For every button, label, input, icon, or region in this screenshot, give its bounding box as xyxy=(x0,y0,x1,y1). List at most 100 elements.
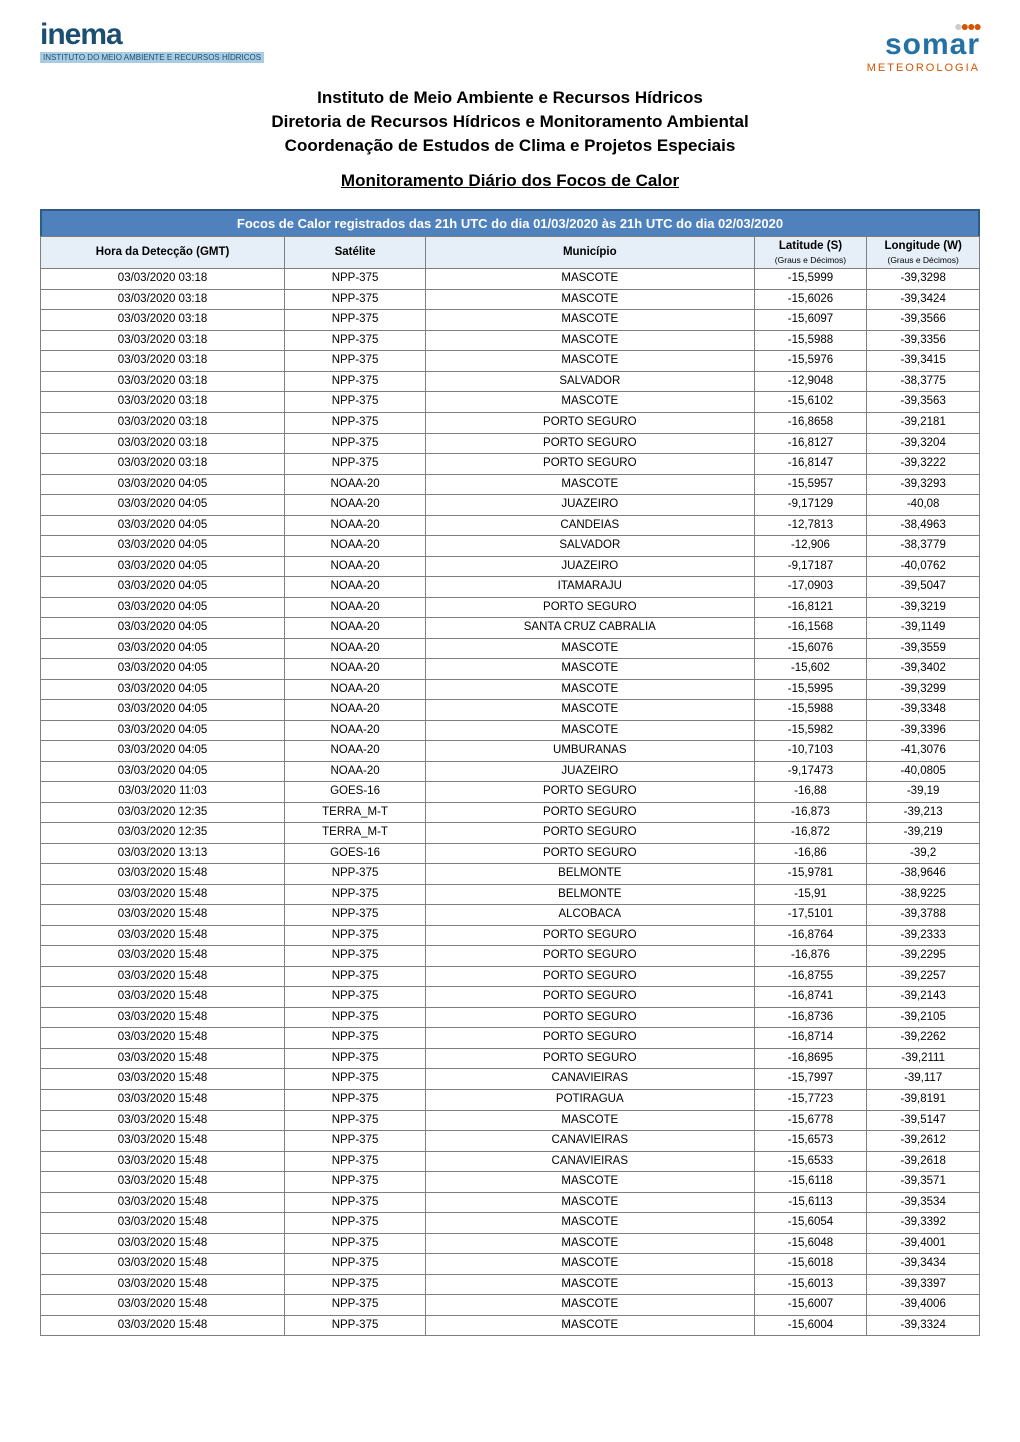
table-row: 03/03/2020 15:48NPP-375CANAVIEIRAS-15,65… xyxy=(41,1151,980,1172)
cell-longitude: -40,0762 xyxy=(867,556,980,577)
table-row: 03/03/2020 15:48NPP-375MASCOTE-15,6118-3… xyxy=(41,1172,980,1193)
cell-municipio: PORTO SEGURO xyxy=(425,597,754,618)
cell-municipio: MASCOTE xyxy=(425,474,754,495)
cell-satelite: NPP-375 xyxy=(285,412,426,433)
cell-latitude: -15,5976 xyxy=(754,351,867,372)
cell-municipio: MASCOTE xyxy=(425,1274,754,1295)
cell-hora: 03/03/2020 13:13 xyxy=(41,843,285,864)
cell-municipio: PORTO SEGURO xyxy=(425,782,754,803)
logo-somar: ●●●● somar METEOROLOGIA xyxy=(867,18,980,74)
cell-municipio: PORTO SEGURO xyxy=(425,966,754,987)
cell-municipio: MASCOTE xyxy=(425,1233,754,1254)
cell-municipio: ITAMARAJU xyxy=(425,577,754,598)
cell-latitude: -15,5982 xyxy=(754,720,867,741)
cell-latitude: -16,8147 xyxy=(754,454,867,475)
cell-satelite: NPP-375 xyxy=(285,289,426,310)
cell-hora: 03/03/2020 15:48 xyxy=(41,966,285,987)
cell-longitude: -39,3219 xyxy=(867,597,980,618)
cell-longitude: -39,2 xyxy=(867,843,980,864)
cell-satelite: NPP-375 xyxy=(285,433,426,454)
cell-latitude: -16,8755 xyxy=(754,966,867,987)
table-row: 03/03/2020 04:05NOAA-20SALVADOR-12,906-3… xyxy=(41,536,980,557)
cell-latitude: -15,6004 xyxy=(754,1315,867,1336)
cell-latitude: -16,8658 xyxy=(754,412,867,433)
cell-latitude: -15,7723 xyxy=(754,1090,867,1111)
cell-hora: 03/03/2020 03:18 xyxy=(41,310,285,331)
cell-longitude: -39,8191 xyxy=(867,1090,980,1111)
cell-latitude: -15,6113 xyxy=(754,1192,867,1213)
table-row: 03/03/2020 15:48NPP-375PORTO SEGURO-16,8… xyxy=(41,987,980,1008)
table-row: 03/03/2020 03:18NPP-375MASCOTE-15,5988-3… xyxy=(41,330,980,351)
cell-longitude: -39,3392 xyxy=(867,1213,980,1234)
table-row: 03/03/2020 15:48NPP-375MASCOTE-15,6013-3… xyxy=(41,1274,980,1295)
table-row: 03/03/2020 03:18NPP-375MASCOTE-15,6097-3… xyxy=(41,310,980,331)
cell-satelite: NPP-375 xyxy=(285,1007,426,1028)
table-row: 03/03/2020 04:05NOAA-20UMBURANAS-10,7103… xyxy=(41,741,980,762)
cell-longitude: -41,3076 xyxy=(867,741,980,762)
cell-longitude: -39,3788 xyxy=(867,905,980,926)
cell-longitude: -38,3775 xyxy=(867,371,980,392)
cell-latitude: -16,8121 xyxy=(754,597,867,618)
cell-satelite: NPP-375 xyxy=(285,946,426,967)
cell-longitude: -39,19 xyxy=(867,782,980,803)
cell-municipio: SANTA CRUZ CABRALIA xyxy=(425,618,754,639)
cell-municipio: UMBURANAS xyxy=(425,741,754,762)
cell-longitude: -38,9225 xyxy=(867,884,980,905)
table-row: 03/03/2020 03:18NPP-375MASCOTE-15,5999-3… xyxy=(41,269,980,290)
cell-latitude: -9,17187 xyxy=(754,556,867,577)
cell-latitude: -16,8714 xyxy=(754,1028,867,1049)
cell-latitude: -15,7997 xyxy=(754,1069,867,1090)
table-row: 03/03/2020 15:48NPP-375CANAVIEIRAS-15,79… xyxy=(41,1069,980,1090)
cell-longitude: -39,3397 xyxy=(867,1274,980,1295)
cell-latitude: -12,9048 xyxy=(754,371,867,392)
header-lat-sub: (Graus e Décimos) xyxy=(759,255,863,266)
cell-longitude: -39,213 xyxy=(867,802,980,823)
header-latitude: Latitude (S) (Graus e Décimos) xyxy=(754,237,867,269)
cell-latitude: -15,6076 xyxy=(754,638,867,659)
cell-longitude: -39,3356 xyxy=(867,330,980,351)
cell-latitude: -15,6013 xyxy=(754,1274,867,1295)
cell-satelite: NPP-375 xyxy=(285,1028,426,1049)
cell-longitude: -39,3299 xyxy=(867,679,980,700)
cell-longitude: -40,0805 xyxy=(867,761,980,782)
cell-satelite: NPP-375 xyxy=(285,1233,426,1254)
cell-municipio: CANAVIEIRAS xyxy=(425,1151,754,1172)
cell-hora: 03/03/2020 04:05 xyxy=(41,474,285,495)
table-row: 03/03/2020 04:05NOAA-20MASCOTE-15,5982-3… xyxy=(41,720,980,741)
cell-municipio: JUAZEIRO xyxy=(425,761,754,782)
cell-latitude: -10,7103 xyxy=(754,741,867,762)
title-line-1: Instituto de Meio Ambiente e Recursos Hí… xyxy=(40,86,980,110)
cell-hora: 03/03/2020 03:18 xyxy=(41,433,285,454)
cell-satelite: NOAA-20 xyxy=(285,515,426,536)
cell-hora: 03/03/2020 03:18 xyxy=(41,371,285,392)
cell-hora: 03/03/2020 03:18 xyxy=(41,351,285,372)
cell-satelite: NPP-375 xyxy=(285,371,426,392)
cell-satelite: NPP-375 xyxy=(285,1090,426,1111)
cell-municipio: MASCOTE xyxy=(425,1315,754,1336)
cell-satelite: NPP-375 xyxy=(285,1315,426,1336)
cell-longitude: -38,9646 xyxy=(867,864,980,885)
table-row: 03/03/2020 15:48NPP-375MASCOTE-15,6113-3… xyxy=(41,1192,980,1213)
cell-satelite: NOAA-20 xyxy=(285,597,426,618)
cell-satelite: NOAA-20 xyxy=(285,577,426,598)
cell-latitude: -16,86 xyxy=(754,843,867,864)
cell-latitude: -15,6054 xyxy=(754,1213,867,1234)
table-row: 03/03/2020 04:05NOAA-20MASCOTE-15,602-39… xyxy=(41,659,980,680)
cell-latitude: -9,17129 xyxy=(754,495,867,516)
cell-satelite: GOES-16 xyxy=(285,782,426,803)
table-body: 03/03/2020 03:18NPP-375MASCOTE-15,5999-3… xyxy=(41,269,980,1336)
cell-latitude: -16,8695 xyxy=(754,1048,867,1069)
cell-latitude: -17,0903 xyxy=(754,577,867,598)
cell-hora: 03/03/2020 15:48 xyxy=(41,1069,285,1090)
somar-dots-icon: ●●●● xyxy=(954,18,980,28)
title-line-2: Diretoria de Recursos Hídricos e Monitor… xyxy=(40,110,980,134)
cell-hora: 03/03/2020 04:05 xyxy=(41,515,285,536)
cell-latitude: -16,872 xyxy=(754,823,867,844)
table-row: 03/03/2020 03:18NPP-375PORTO SEGURO-16,8… xyxy=(41,433,980,454)
cell-satelite: NPP-375 xyxy=(285,310,426,331)
cell-municipio: PORTO SEGURO xyxy=(425,802,754,823)
cell-longitude: -39,3396 xyxy=(867,720,980,741)
cell-latitude: -16,873 xyxy=(754,802,867,823)
cell-latitude: -15,5957 xyxy=(754,474,867,495)
table-row: 03/03/2020 15:48NPP-375ALCOBACA-17,5101-… xyxy=(41,905,980,926)
